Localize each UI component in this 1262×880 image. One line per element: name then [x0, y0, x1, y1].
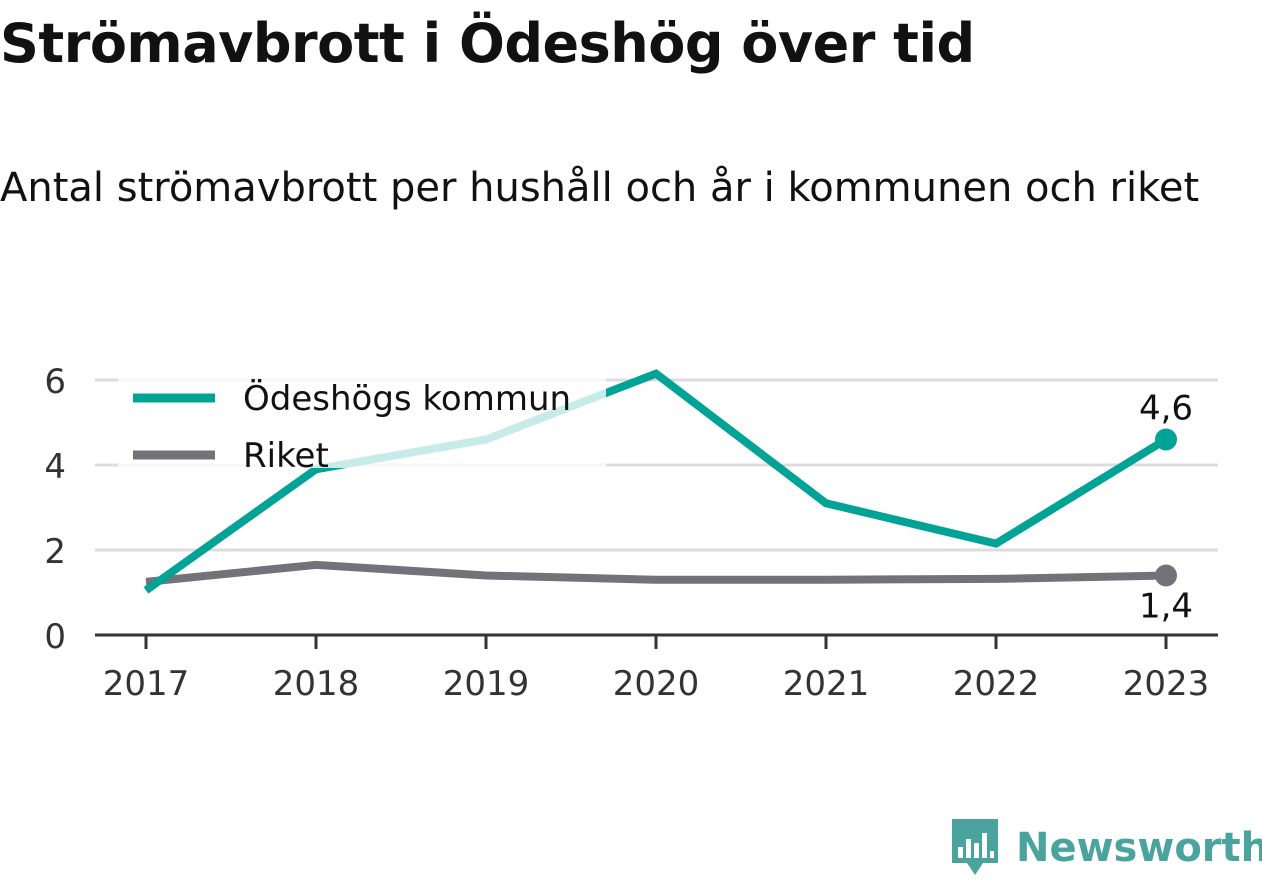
end-value-label: 1,4: [1139, 587, 1193, 627]
x-tick-label: 2021: [783, 664, 870, 704]
series-lines: [143, 369, 1177, 594]
x-tick-label: 2019: [443, 664, 530, 704]
end-point-marker: [1155, 564, 1177, 587]
bar-chart-speech-bubble-logo-icon: [952, 819, 998, 875]
end-labels: 4,6 1,4: [1139, 389, 1193, 627]
x-axis: 2017 2018 2019 2020 2021 2022 2023: [95, 633, 1218, 704]
legend-label: Riket: [243, 436, 329, 476]
series-line: [145, 560, 1167, 586]
end-value-label: 4,6: [1139, 389, 1193, 429]
x-tick-label: 2017: [103, 664, 190, 704]
chart-subtitle: Antal strömavbrott per hushåll och år i …: [0, 165, 1200, 211]
y-tick-label: 0: [44, 617, 66, 657]
y-tick-label: 4: [44, 447, 66, 487]
x-tick-label: 2018: [273, 664, 360, 704]
newsworthy-brand: Newsworthy: [950, 816, 1262, 880]
y-tick-label: 2: [44, 532, 66, 572]
chart-title: Strömavbrott i Ödeshög över tid: [0, 12, 975, 75]
y-axis-ticks: 0 2 4 6: [44, 362, 66, 657]
x-tick-label: 2022: [953, 664, 1040, 704]
series-line: [143, 369, 1169, 594]
x-tick-label: 2023: [1123, 664, 1210, 704]
end-point-marker: [1155, 428, 1177, 451]
legend-label: Ödeshögs kommun: [243, 378, 571, 419]
y-tick-label: 6: [44, 362, 66, 402]
legend: Ödeshögs kommun Riket: [118, 372, 606, 476]
brand-name: Newsworthy: [1016, 825, 1262, 871]
x-tick-label: 2020: [613, 664, 700, 704]
